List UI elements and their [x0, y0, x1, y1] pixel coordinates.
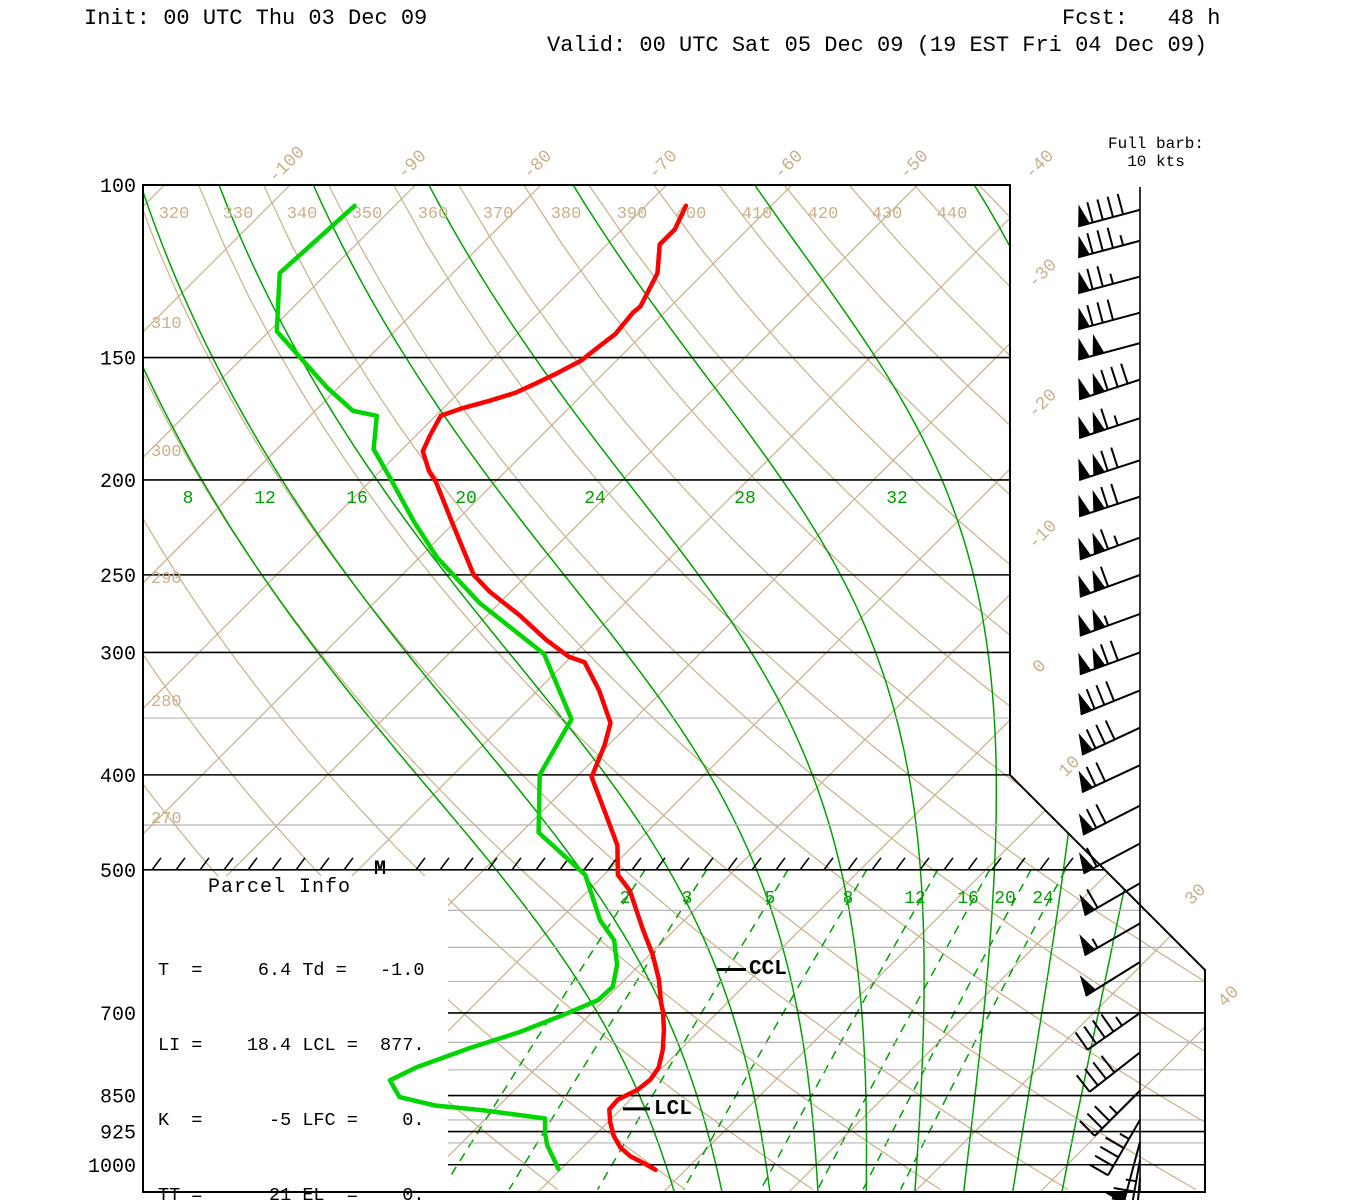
mixing-ratio-label: 8	[843, 889, 854, 909]
wind-barb	[1079, 1089, 1141, 1137]
pressure-tick-label: 700	[100, 1004, 136, 1027]
wind-barb	[1077, 227, 1141, 259]
wind-barb	[1078, 720, 1141, 756]
dry-adiabat-label: 310	[151, 315, 182, 334]
moist-adiabat-label: 8	[183, 489, 194, 509]
dry-adiabat-label: 320	[159, 205, 190, 224]
pressure-tick-label: 150	[100, 349, 136, 372]
parcel-row: TT = 21 EL = 0.	[158, 1185, 425, 1200]
pressure-tick-label: 100	[100, 176, 136, 199]
wind-barb	[1074, 1012, 1141, 1051]
wind-barb	[1079, 882, 1141, 917]
wind-barb	[1078, 483, 1141, 518]
dry-adiabat-label: 410	[742, 205, 773, 224]
dry-adiabat-label: 270	[151, 810, 182, 829]
pressure-tick-label: 500	[100, 861, 136, 884]
dry-adiabat-label: 340	[287, 205, 318, 224]
wind-barb	[1078, 529, 1141, 561]
wind-barb	[1079, 922, 1141, 957]
pressure-tick-label: 925	[100, 1123, 136, 1146]
barb-legend-title: Full barb:	[1107, 135, 1204, 153]
parcel-info-title: Parcel Info	[208, 876, 352, 899]
dry-adiabat-label: 360	[418, 205, 449, 224]
pressure-tick-label: 1000	[88, 1156, 136, 1179]
init-time-label: Init: 00 UTC Thu 03 Dec 09	[84, 6, 428, 31]
mixing-ratio-label: 24	[1032, 889, 1054, 909]
dry-adiabat-label: 370	[483, 205, 514, 224]
moist-adiabat-label: 20	[455, 489, 477, 509]
dry-adiabat-label: 430	[872, 205, 903, 224]
wind-barb	[1075, 1051, 1141, 1093]
barb-legend-value: 10 kts	[1127, 153, 1185, 171]
wind-barb	[1078, 842, 1141, 875]
dry-adiabat-label: 390	[617, 205, 648, 224]
dry-adiabat-label: 420	[808, 205, 839, 224]
forecast-hour-label: Fcst: 48 h	[1062, 6, 1221, 31]
pressure-tick-label: 200	[100, 471, 136, 494]
wind-barb	[1078, 608, 1141, 637]
wind-barb	[1078, 447, 1141, 482]
wind-barb	[1077, 299, 1141, 331]
wind-barb	[1077, 193, 1141, 228]
dewpoint-trace	[274, 203, 620, 1172]
wind-barb-column	[1074, 187, 1141, 1200]
mixing-ratio-label: 12	[904, 889, 926, 909]
wind-barb	[1077, 265, 1141, 295]
dry-adiabat-label: 280	[151, 693, 182, 712]
dry-adiabat-label: 350	[352, 205, 383, 224]
moist-adiabat-label: 32	[886, 489, 908, 509]
wind-barb	[1078, 363, 1141, 401]
mixing-ratio-label: 2	[620, 889, 631, 909]
moist-adiabat-label: 12	[254, 489, 276, 509]
wind-barb	[1078, 408, 1141, 439]
dry-adiabat-label: 290	[151, 570, 182, 589]
parcel-info-panel: Parcel Info T = 6.4 Td = -1.0 LI = 18.4 …	[144, 876, 448, 1200]
temperature-trace	[420, 203, 689, 1173]
dry-adiabat-label: 330	[223, 205, 254, 224]
pressure-tick-label: 400	[100, 766, 136, 789]
plot-border	[142, 184, 1206, 1193]
parcel-row: LI = 18.4 LCL = 877.	[158, 1035, 425, 1056]
dry-adiabat-label: 440	[937, 205, 968, 224]
moist-adiabat-label: 24	[584, 489, 606, 509]
lcl-marker-label: LCL	[654, 1098, 692, 1121]
pressure-tick-label: 250	[100, 566, 136, 589]
pressure-tick-label: 850	[100, 1087, 136, 1110]
hatch-tick-row	[151, 857, 1074, 871]
dry-adiabat-label: 380	[551, 205, 582, 224]
moist-adiabat-label: 28	[734, 489, 756, 509]
mixing-ratio-label: 5	[765, 889, 776, 909]
wind-barb	[1089, 1119, 1141, 1177]
wind-barb	[1078, 640, 1141, 676]
mixing-ratio-label: 20	[994, 889, 1016, 909]
valid-time-label: Valid: 00 UTC Sat 05 Dec 09 (19 EST Fri …	[547, 33, 1208, 58]
wind-barb	[1078, 566, 1141, 598]
wind-barb	[1104, 1141, 1141, 1200]
dry-adiabat-label: 300	[151, 443, 182, 462]
wind-barb	[1077, 333, 1141, 361]
wind-barb	[1078, 803, 1141, 836]
mixing-ratio-label: 16	[957, 889, 979, 909]
sounding-curves	[274, 203, 689, 1173]
wind-barb	[1079, 961, 1141, 997]
parcel-info-rows: T = 6.4 Td = -1.0 LI = 18.4 LCL = 877. K…	[158, 908, 424, 1200]
wind-barb	[1111, 1159, 1141, 1200]
pressure-tick-label: 300	[100, 643, 136, 666]
moist-adiabat-label: 16	[346, 489, 368, 509]
ccl-marker-label: CCL	[749, 958, 787, 981]
wind-barb	[1078, 681, 1141, 716]
parcel-row: T = 6.4 Td = -1.0	[158, 960, 425, 981]
parcel-row: K = -5 LFC = 0.	[158, 1110, 425, 1131]
mixing-ratio-label: 3	[682, 889, 693, 909]
wind-barb	[1078, 762, 1141, 794]
m-marker-label: M	[374, 858, 387, 881]
